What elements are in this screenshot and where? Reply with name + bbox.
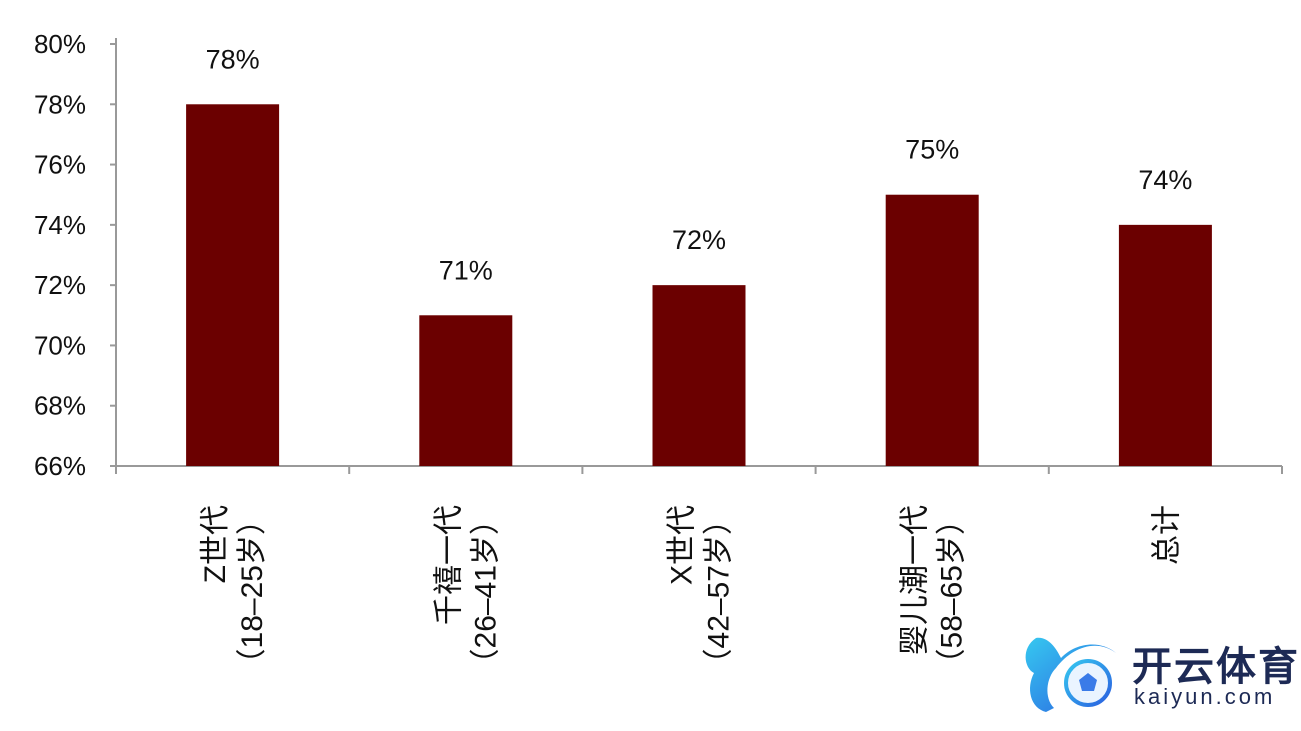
x-tick-label: 千禧一代 (432, 505, 465, 625)
y-tick-label: 68% (34, 391, 86, 421)
watermark-name: 开云体育 (1132, 645, 1300, 689)
y-tick-label: 66% (34, 451, 86, 481)
y-tick-label: 76% (34, 150, 86, 180)
data-label: 78% (206, 44, 260, 74)
x-tick-label: （42–57岁） (703, 505, 736, 678)
x-tick-label: X世代 (666, 505, 699, 585)
x-tick-label: 婴儿潮一代 (899, 505, 932, 655)
data-label: 72% (672, 225, 726, 255)
x-tick-label: （58–65岁） (936, 505, 969, 678)
data-label: 74% (1138, 165, 1192, 195)
x-tick-label: 总计 (1150, 505, 1183, 565)
watermark-domain: kaiyun.com (1134, 684, 1276, 709)
bar (885, 194, 979, 466)
y-tick-label: 70% (34, 330, 86, 360)
x-tick-label: （26–41岁） (469, 505, 502, 678)
x-tick-label: Z世代 (199, 505, 232, 583)
bar (652, 285, 746, 466)
bar (419, 315, 513, 466)
y-tick-label: 74% (34, 210, 86, 240)
data-label: 71% (439, 255, 493, 285)
bar (186, 104, 280, 467)
y-tick-label: 80% (34, 29, 86, 59)
y-tick-label: 78% (34, 89, 86, 119)
y-tick-label: 72% (34, 270, 86, 300)
data-label: 75% (905, 135, 959, 165)
x-tick-label: （18–25岁） (236, 505, 269, 678)
kaiyun-logo-icon (1025, 637, 1116, 712)
watermark-logo: 开云体育 kaiyun.com (1016, 628, 1298, 718)
bar (1118, 224, 1212, 466)
